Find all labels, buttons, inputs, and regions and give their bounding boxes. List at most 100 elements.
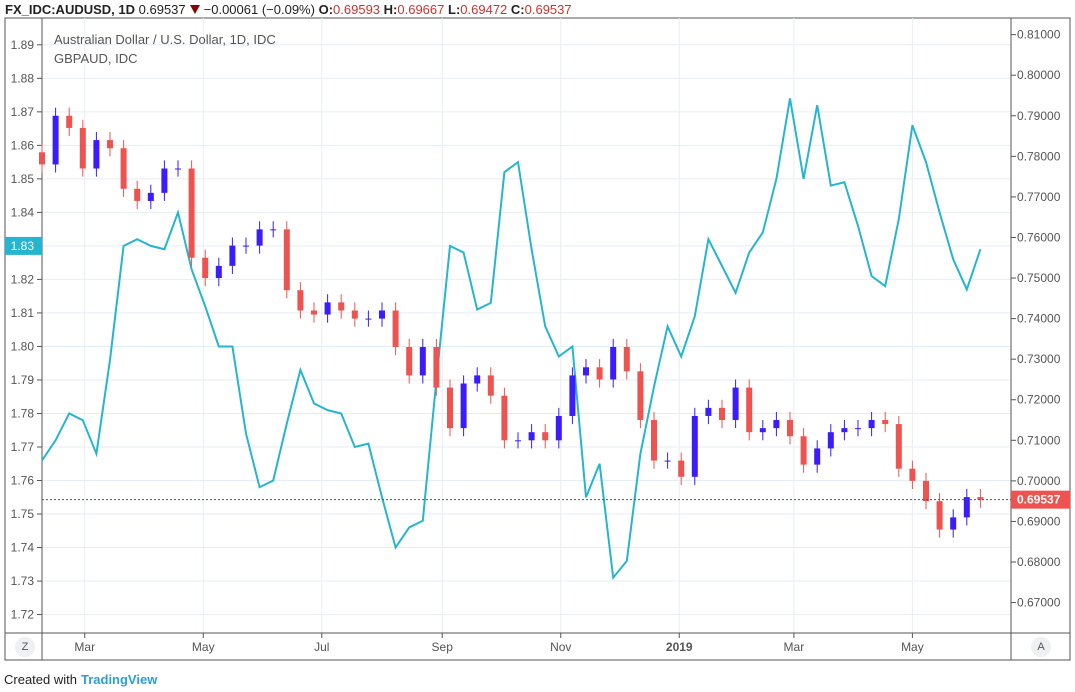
zoom-reset-button[interactable]: Z [15,637,35,657]
candle-body [787,420,793,437]
candle-body [365,318,372,320]
candle-body [447,387,453,429]
right-tick-label: 0.81000 [1017,28,1061,42]
candle-body [705,407,712,416]
candle-body [134,188,141,201]
time-tick-label: Jul [314,640,329,654]
candle-body [827,432,834,449]
time-tick-label: Mar [74,640,95,654]
candle-body [175,168,181,170]
left-tick-label: 1.79 [11,373,35,387]
candle-body [379,310,385,319]
gbpaud-line [41,98,982,581]
candle-body [79,127,86,169]
candle-body [474,375,481,384]
close-label: C: [510,2,525,17]
left-tick-label: 1.81 [11,306,35,320]
right-tick-label: 0.71000 [1017,433,1061,447]
candle-body [215,265,222,279]
candle-body [229,245,236,266]
last-price-label: 0.69537 [1017,493,1061,507]
candle-body [719,407,725,421]
left-tick-label: 1.72 [11,608,35,622]
left-tick-label: 1.78 [11,406,35,420]
tradingview-logo[interactable]: TradingView [80,672,158,687]
candle-body [569,375,576,416]
candle-body [691,415,698,477]
candle-body [406,347,413,376]
tradingview-credit[interactable]: Created with TradingView [4,672,157,687]
left-tick-label: 1.74 [11,541,35,555]
candle-body [841,428,848,433]
gbpaud-last-label: 1.83 [11,239,35,253]
candle-body [759,428,766,433]
candle-body [392,310,399,348]
candle-body [542,432,549,441]
open-value: 0.69593 [333,2,381,17]
candle-body [528,432,535,441]
candle-body [188,168,195,258]
legend-main-series: Australian Dollar / U.S. Dollar, 1D, IDC [54,32,276,47]
candle-body [855,428,861,430]
left-tick-label: 1.82 [11,272,35,286]
gbpaud-last-badge [5,236,42,255]
candle-body [923,480,929,502]
candle-body [596,367,603,380]
candle-body [800,436,807,465]
candle-body [637,371,644,421]
low-label: L: [448,2,461,17]
left-tick-label: 1.86 [11,138,35,152]
right-tick-label: 0.79000 [1017,109,1061,123]
candle-body [52,115,59,165]
auto-scale-button[interactable]: A [1031,637,1051,657]
candle-body [732,387,739,421]
low-value: 0.69472 [460,2,508,17]
time-tick-label: May [192,640,215,654]
candle-body [283,229,290,291]
candle-body [651,420,657,461]
time-tick-label: May [901,640,924,654]
candle-body [297,290,304,311]
candle-body [338,302,345,311]
left-tick-label: 1.87 [11,105,35,119]
candle-body [460,383,467,429]
candle-body [311,310,317,315]
candle-body [936,501,943,530]
right-tick-label: 0.76000 [1017,230,1061,244]
candle-body [66,115,73,128]
chart-frame [4,17,1071,661]
high-value: 0.69667 [397,2,445,17]
candle-body [161,168,168,193]
right-tick-label: 0.80000 [1017,68,1061,82]
candle-body [433,347,440,388]
right-tick-label: 0.68000 [1017,555,1061,569]
candle-body [678,460,685,477]
right-tick-label: 0.75000 [1017,271,1061,285]
created-with-text: Created with [4,672,77,687]
close-value: 0.69537 [524,2,572,17]
left-tick-label: 1.88 [11,71,35,85]
candle-body [977,497,984,500]
candle-body [515,440,521,442]
symbol-name: FX_IDC:AUDUSD, 1D [5,2,136,17]
candle-body [909,468,916,481]
right-tick-label: 0.74000 [1017,312,1061,326]
candle-body [501,395,508,441]
candle-body [664,460,671,462]
left-tick-label: 1.73 [11,574,35,588]
right-tick-label: 0.69000 [1017,514,1061,528]
right-tick-label: 0.70000 [1017,474,1061,488]
high-label: H: [383,2,398,17]
candle-body [324,302,331,315]
candle-body [202,257,209,279]
candle-body [610,347,617,380]
candle-body [147,192,154,201]
time-tick-label: 2019 [666,640,693,654]
time-tick-label: Mar [784,640,805,654]
left-tick-label: 1.89 [11,38,35,52]
right-tick-label: 0.72000 [1017,393,1061,407]
candle-body [487,375,494,396]
candle-body [814,448,821,465]
candle-body [583,367,589,376]
